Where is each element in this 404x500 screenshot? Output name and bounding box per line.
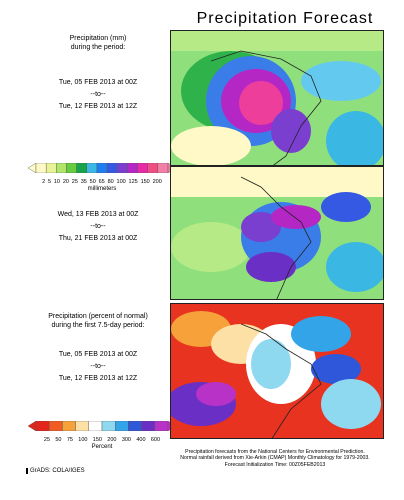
percent-colorbar-tick-label: 200: [107, 437, 117, 443]
precip-colorbar-tick-label: 35: [80, 179, 87, 185]
panel3-period: Tue, 05 FEB 2013 at 00Z --to-- Tue, 12 F…: [18, 350, 178, 383]
precip-colorbar-swatch: [35, 162, 47, 174]
precip-colorbar-swatch: [106, 162, 118, 174]
percent-colorbar-swatch: [141, 420, 155, 432]
precip-colorbar-swatch: [137, 162, 148, 174]
precip-colorbar-tick-label: 2: [42, 179, 46, 185]
precip-colorbar-swatch: [45, 162, 57, 174]
percent-colorbar-swatch: [154, 420, 169, 432]
precip-colorbar-tick-label: 200: [152, 179, 162, 185]
percent-colorbar-tick-label: 100: [78, 437, 88, 443]
panel1-heading-line2: during the period:: [70, 44, 126, 51]
percent-colorbar-swatch: [88, 420, 103, 432]
footer-line2: Normal rainfall derived from Xie-Arkin (…: [180, 455, 370, 462]
precip-colorbar-tick-label: 150: [140, 179, 150, 185]
map-precip-week1: [170, 30, 384, 166]
precip-colorbar-swatch: [157, 162, 169, 174]
percent-colorbar-arrow-left: [27, 420, 37, 432]
precip-colorbar-graphic: [27, 162, 177, 174]
precip-colorbar-unit: millimeters: [87, 186, 117, 192]
grads-credit: GrADS: COLA/IGES: [26, 468, 85, 474]
panel3-heading-line1: Precipitation (percent of normal): [48, 313, 148, 320]
panel3-to: --to--: [90, 363, 106, 370]
precip-colorbar-tick-label: 20: [62, 179, 69, 185]
panel2-to: --to--: [90, 223, 106, 230]
precip-colorbar-tick-label: 65: [98, 179, 105, 185]
panel2-start: Wed, 13 FEB 2013 at 00Z: [57, 211, 139, 218]
percent-colorbar-swatch: [114, 420, 129, 432]
precip-colorbar-swatch: [117, 162, 128, 174]
percent-colorbar-tick-label: 600: [150, 437, 161, 443]
precip-colorbar-tick-label: 25: [71, 179, 78, 185]
page-title: Precipitation Forecast: [196, 10, 374, 27]
precip-colorbar-swatch: [96, 162, 108, 174]
percent-colorbar-tick-label: 25: [43, 437, 51, 443]
precip-colorbar-tick-label: 80: [107, 179, 114, 185]
precip-colorbar-swatch: [76, 162, 87, 174]
panel1-end: Tue, 12 FEB 2013 at 12Z: [58, 103, 138, 110]
precip-colorbar-swatch: [147, 162, 159, 174]
percent-colorbar-tick-label: 75: [66, 437, 73, 443]
percent-colorbar-unit: Percent: [91, 444, 113, 450]
precip-colorbar: 2 5 10 20 25 35 50 65 80 100 125 150 200 millimeters: [27, 160, 177, 192]
precip-colorbar-swatch: [127, 162, 138, 174]
percent-colorbar-ticks: 25 50 75 100 150 200 300 400 600: [28, 437, 176, 443]
precip-colorbar-swatch: [86, 162, 98, 174]
panel1-start: Tue, 05 FEB 2013 at 00Z: [58, 79, 138, 86]
precip-colorbar-arrow-left: [27, 162, 37, 174]
percent-colorbar-tick-label: 400: [136, 437, 146, 443]
precip-colorbar-tick-label: 5: [47, 179, 52, 185]
precip-colorbar-tick-label: 125: [128, 179, 138, 185]
panel1-heading-line1: Precipitation (mm): [69, 35, 127, 42]
map-precip-week2: [170, 166, 384, 300]
panel3-start: Tue, 05 FEB 2013 at 00Z: [58, 351, 138, 358]
map-percent-of-normal: [170, 303, 384, 439]
panel3-end: Tue, 12 FEB 2013 at 12Z: [58, 375, 138, 382]
percent-colorbar-swatch: [49, 420, 63, 432]
percent-colorbar-swatch: [75, 420, 89, 432]
percent-colorbar-swatch: [62, 420, 76, 432]
precip-colorbar-swatch: [66, 162, 77, 174]
panel2-period: Wed, 13 FEB 2013 at 00Z --to-- Thu, 21 F…: [18, 210, 178, 243]
precip-colorbar-tick-label: 50: [89, 179, 96, 185]
percent-colorbar-swatch: [35, 420, 50, 432]
precip-colorbar-tick-label: 100: [116, 179, 126, 185]
percent-colorbar-swatch: [101, 420, 116, 432]
panel2-end: Thu, 21 FEB 2013 at 00Z: [58, 235, 138, 242]
panel1-period: Tue, 05 FEB 2013 at 00Z --to-- Tue, 12 F…: [18, 78, 178, 111]
precip-colorbar-swatch: [56, 162, 67, 174]
panel1-to: --to--: [90, 91, 106, 98]
panel3-heading: Precipitation (percent of normal) during…: [18, 312, 178, 330]
percent-colorbar: 25 50 75 100 150 200 300 400 600 Percent: [27, 418, 177, 450]
panel1-heading: Precipitation (mm) during the period:: [18, 34, 178, 52]
percent-colorbar-swatch: [128, 420, 142, 432]
footer-line1: Precipitation forecasts from the Nationa…: [185, 449, 365, 455]
footer-notes: Precipitation forecasts from the Nationa…: [160, 449, 390, 468]
panel3-heading-line2: during the first 7.5-day period:: [51, 322, 145, 329]
percent-colorbar-tick-label: 50: [55, 437, 62, 443]
footer-line3: Forecast Initialization Time: 00Z05FEB20…: [224, 461, 326, 468]
precip-colorbar-ticks: 2 5 10 20 25 35 50 65 80 100 125 150 200: [28, 179, 176, 185]
percent-colorbar-tick-label: 150: [92, 437, 102, 443]
percent-colorbar-tick-label: 300: [121, 437, 131, 443]
precip-colorbar-tick-label: 10: [53, 179, 60, 185]
percent-colorbar-graphic: [27, 420, 177, 432]
